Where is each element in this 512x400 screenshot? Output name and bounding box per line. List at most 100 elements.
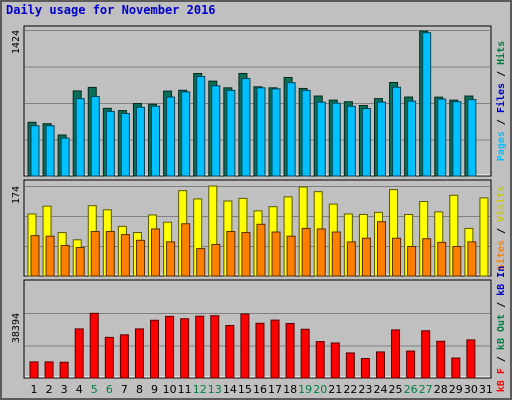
x-tick-label: 29 — [449, 383, 463, 396]
kb-bar — [150, 319, 160, 379]
kb-bar — [285, 322, 295, 379]
files-bar — [346, 105, 356, 177]
x-tick-label: 26 — [404, 383, 418, 396]
ymax-label: 174 — [11, 186, 22, 204]
x-tick-label: 27 — [419, 383, 433, 396]
sites-bar — [45, 235, 55, 277]
sites-bar — [226, 231, 236, 277]
panel-kb — [23, 279, 492, 379]
files-bar — [60, 137, 70, 177]
kb-bar — [180, 318, 190, 379]
files-bar — [90, 96, 100, 177]
files-bar — [181, 91, 191, 177]
sites-bar — [105, 231, 115, 277]
x-tick-label: 18 — [283, 383, 297, 396]
x-tick-label: 25 — [389, 383, 403, 396]
kb-bar — [330, 342, 340, 379]
x-tick-label: 2 — [46, 383, 53, 396]
right-axis-label-part: kB Out — [496, 314, 507, 350]
sites-bar — [60, 244, 70, 277]
files-bar — [75, 98, 85, 177]
right-axis-label: kB F / kB Out / kB In — [496, 266, 507, 392]
x-tick-label: 11 — [178, 383, 192, 396]
right-axis-label-part: Sites — [495, 240, 507, 270]
kb-bar — [375, 351, 385, 379]
kb-bar — [74, 328, 84, 379]
sites-bar — [166, 241, 176, 277]
sites-bar — [75, 247, 85, 277]
files-bar — [361, 108, 371, 177]
x-tick-label: 28 — [434, 383, 448, 396]
sites-bar — [30, 235, 40, 277]
sites-bar — [196, 248, 206, 277]
x-tick-label: 14 — [223, 383, 237, 396]
files-bar — [256, 87, 266, 177]
kb-bar — [119, 334, 129, 379]
x-tick-label: 13 — [208, 383, 222, 396]
sites-bar — [346, 241, 356, 277]
right-axis-label-part: Files — [495, 83, 507, 113]
kb-bar — [89, 312, 99, 379]
panel-hits-files-pages — [23, 25, 492, 177]
right-axis-label-part: kB In — [496, 266, 507, 296]
x-axis: 1 2 3 4 5 6 7 8 9 10 11 12 13 14 15 16 17 18 19 20 21 22 23 24 2… — [31, 383, 493, 396]
files-bar — [286, 82, 296, 177]
sites-bar — [256, 223, 266, 277]
sites-bar — [316, 228, 326, 277]
sites-bar — [376, 221, 386, 277]
kb-bar — [210, 315, 220, 379]
kb-bar — [270, 319, 280, 379]
right-axis-label: Pages / Files / Hits — [495, 41, 507, 161]
kb-bar — [451, 357, 461, 379]
right-axis-label-part: Pages — [496, 131, 507, 161]
files-bar — [467, 99, 477, 177]
x-tick-label: 7 — [121, 383, 128, 396]
ymax-label: 38394 — [11, 313, 22, 343]
kb-bar — [466, 339, 476, 379]
files-bar — [226, 89, 236, 177]
sites-bar — [422, 238, 432, 277]
files-bar — [271, 88, 281, 177]
x-tick-label: 23 — [358, 383, 372, 396]
files-bar — [120, 112, 130, 177]
x-tick-label: 24 — [373, 383, 387, 396]
sites-bar — [120, 234, 130, 277]
sites-bar — [467, 241, 477, 277]
sites-bar — [286, 235, 296, 277]
kb-bar — [165, 315, 175, 379]
files-bar — [422, 32, 432, 177]
kb-bar — [134, 328, 144, 379]
right-axis-label-part: / — [496, 222, 507, 240]
files-bar — [301, 89, 311, 177]
files-bar — [151, 105, 161, 177]
right-axis-label-part: / — [496, 65, 507, 83]
sites-bar — [241, 232, 251, 277]
sites-bar — [361, 237, 371, 277]
sites-bar — [181, 223, 191, 277]
panel-visits-sites — [23, 179, 492, 277]
kb-bar — [406, 350, 416, 379]
kb-bar — [240, 313, 250, 379]
x-tick-label: 15 — [238, 383, 252, 396]
x-tick-label: 10 — [163, 383, 177, 396]
x-tick-label: 1 — [31, 383, 38, 396]
x-tick-label: 20 — [313, 383, 327, 396]
sites-bar — [271, 231, 281, 277]
x-tick-label: 17 — [268, 383, 282, 396]
files-bar — [316, 101, 326, 177]
right-axis-label-part: Hits — [495, 41, 507, 65]
kb-bar — [225, 325, 235, 379]
right-axis-label-part: kB F — [496, 368, 507, 392]
right-axis-label-part: / — [496, 113, 507, 131]
kb-bar — [315, 341, 325, 379]
kb-bar — [421, 330, 431, 379]
files-bar — [135, 106, 145, 177]
kb-bar — [104, 336, 114, 379]
files-bar — [211, 85, 221, 177]
x-tick-label: 9 — [151, 383, 158, 396]
files-bar — [105, 110, 115, 177]
x-tick-label: 12 — [193, 383, 207, 396]
kb-bar — [195, 315, 205, 379]
visits-bar — [479, 197, 489, 277]
